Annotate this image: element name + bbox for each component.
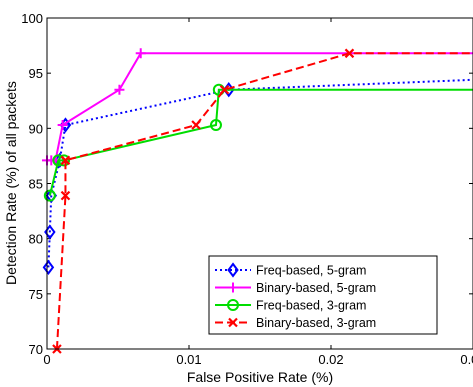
x-tick-label: 0 [43,352,50,367]
legend-entry: Binary-based, 5-gram [215,281,376,295]
data-point [52,154,65,167]
series-layer [42,48,473,354]
data-point [344,48,355,59]
y-axis-title: Detection Rate (%) of all packets [3,81,19,285]
y-tick-label: 80 [29,232,43,247]
x-axis-title: False Positive Rate (%) [187,369,333,385]
x-axis: 0 0.01 0.02 0.03 [43,18,473,367]
data-point [191,120,201,130]
legend-entry: Binary-based, 3-gram [215,316,376,330]
legend-marker [227,299,239,311]
y-tick-label: 100 [21,11,43,26]
legend-label: Binary-based, 3-gram [256,316,376,330]
y-tick-label: 85 [29,177,43,192]
data-point [57,120,68,131]
legend-marker [227,262,239,278]
legend-entry: Freq-based, 5-gram [215,262,366,278]
legend-marker [228,317,238,328]
data-point [60,155,71,166]
data-point [219,84,230,95]
plot-frame [46,17,473,350]
data-point [60,190,71,201]
y-tick-label: 90 [29,121,43,136]
y-tick-label: 75 [29,287,43,302]
legend-entry: Freq-based, 3-gram [215,299,366,313]
y-axis: 70 75 80 85 90 95 100 [21,11,473,357]
legend-label: Freq-based, 5-gram [256,264,366,278]
x-tick-label: 0.02 [318,352,343,367]
legend: Freq-based, 5-gram Binary-based, 5-gram Fr… [208,255,438,335]
x-tick-label: 0.03 [460,352,473,367]
data-point [209,119,222,132]
legend-label: Binary-based, 5-gram [256,281,376,295]
x-tick-label: 0.01 [176,352,201,367]
legend-label: Freq-based, 3-gram [256,299,366,313]
data-point [42,259,55,276]
y-tick-label: 95 [29,66,43,81]
series-line [48,88,473,196]
series-4 [52,48,473,354]
data-point [114,84,125,95]
y-tick-label: 70 [29,342,43,357]
data-point [43,189,56,202]
legend-marker [228,282,238,293]
data-point [135,48,146,59]
legend-entries: Freq-based, 5-gram Binary-based, 5-gram Fr… [215,262,376,330]
